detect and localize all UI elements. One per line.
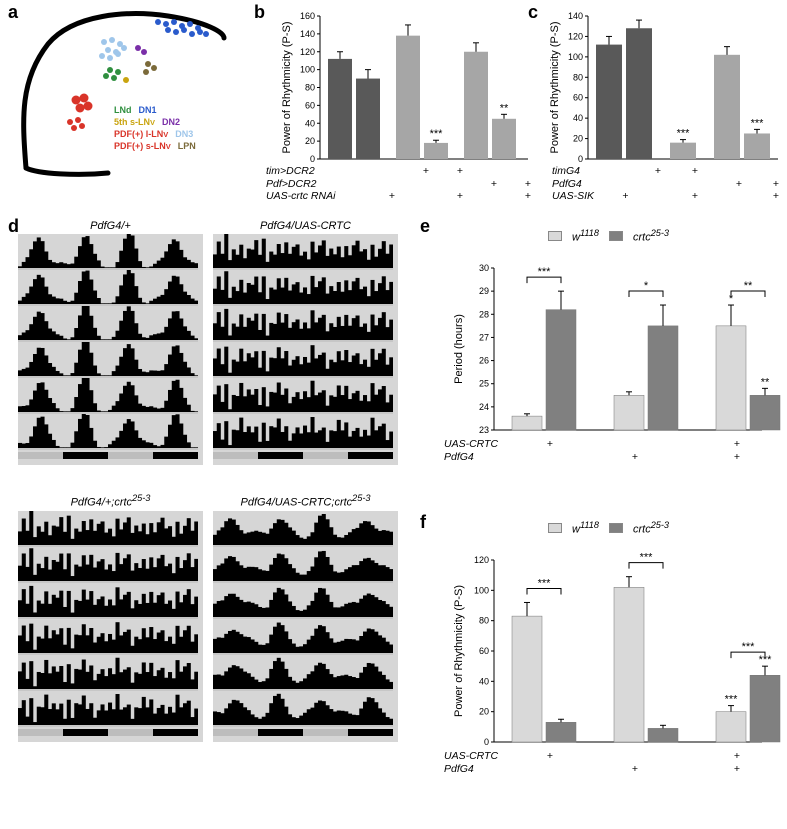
svg-text:40: 40: [573, 113, 583, 123]
svg-text:29: 29: [479, 286, 489, 296]
svg-text:25: 25: [479, 379, 489, 389]
svg-text:**: **: [744, 280, 753, 292]
svg-text:0: 0: [310, 154, 315, 164]
svg-text:***: ***: [751, 117, 765, 129]
svg-text:27: 27: [479, 332, 489, 342]
panel-f-chart: w1118crtc25-3 020406080100120Power of Rh…: [448, 520, 768, 800]
svg-text:24: 24: [479, 402, 489, 412]
svg-text:Period (hours): Period (hours): [453, 314, 465, 384]
svg-text:**: **: [761, 376, 770, 388]
svg-text:**: **: [500, 102, 509, 114]
svg-text:0: 0: [578, 154, 583, 164]
svg-text:28: 28: [479, 309, 489, 319]
panel-label-b: b: [254, 2, 265, 23]
svg-text:160: 160: [300, 11, 315, 21]
svg-text:140: 140: [300, 29, 315, 39]
svg-text:60: 60: [305, 100, 315, 110]
svg-text:80: 80: [479, 616, 489, 626]
svg-text:30: 30: [479, 263, 489, 273]
svg-text:80: 80: [573, 72, 583, 82]
svg-text:Power of Rhythmicity (P-S): Power of Rhythmicity (P-S): [281, 21, 293, 153]
svg-text:***: ***: [538, 577, 552, 589]
svg-text:20: 20: [573, 134, 583, 144]
svg-text:80: 80: [305, 83, 315, 93]
svg-text:23: 23: [479, 425, 489, 435]
panel-label-e: e: [420, 216, 430, 237]
panel-a-legend: LNdDN15th s-LNVDN2PDF(+) l-LNVDN3PDF(+) …: [114, 104, 196, 153]
svg-text:***: ***: [538, 266, 552, 278]
svg-text:20: 20: [305, 136, 315, 146]
panel-a-brain: LNdDN15th s-LNVDN2PDF(+) l-LNVDN3PDF(+) …: [18, 8, 228, 180]
panel-d-actograms: PdfG4/+PdfG4/UAS-CRTCPdfG4/+;crtc25-3Pdf…: [18, 220, 398, 742]
svg-text:120: 120: [568, 31, 583, 41]
svg-text:20: 20: [479, 707, 489, 717]
svg-text:Power of Rhythmicity (P-S): Power of Rhythmicity (P-S): [453, 585, 465, 717]
panel-label-a: a: [8, 2, 18, 23]
panel-b-chart: 0 20 40 60 80 100 120 140 160 Power of Rhythmicit…: [280, 10, 530, 210]
brain-outline-svg: [18, 8, 228, 180]
svg-text:100: 100: [568, 52, 583, 62]
svg-text:120: 120: [474, 555, 489, 565]
svg-text:*: *: [644, 280, 649, 292]
svg-text:***: ***: [725, 694, 739, 706]
panel-label-f: f: [420, 512, 426, 533]
panel-e-chart: w1118crtc25-3 2324252627282930Period (ho…: [448, 228, 768, 488]
svg-text:100: 100: [474, 585, 489, 595]
svg-text:***: ***: [742, 641, 756, 653]
svg-text:140: 140: [568, 11, 583, 21]
svg-text:60: 60: [573, 93, 583, 103]
svg-text:100: 100: [300, 65, 315, 75]
svg-text:***: ***: [430, 128, 444, 140]
svg-text:120: 120: [300, 47, 315, 57]
svg-text:60: 60: [479, 646, 489, 656]
svg-text:0: 0: [484, 737, 489, 747]
svg-text:40: 40: [305, 118, 315, 128]
panel-c-chart: 0 20 40 60 80 100 120 140 Power of Rhythmicity (…: [548, 10, 780, 210]
svg-text:Power of Rhythmicity (P-S): Power of Rhythmicity (P-S): [549, 21, 561, 153]
svg-text:26: 26: [479, 356, 489, 366]
svg-text:***: ***: [640, 552, 654, 564]
svg-text:***: ***: [677, 128, 691, 140]
svg-text:40: 40: [479, 676, 489, 686]
